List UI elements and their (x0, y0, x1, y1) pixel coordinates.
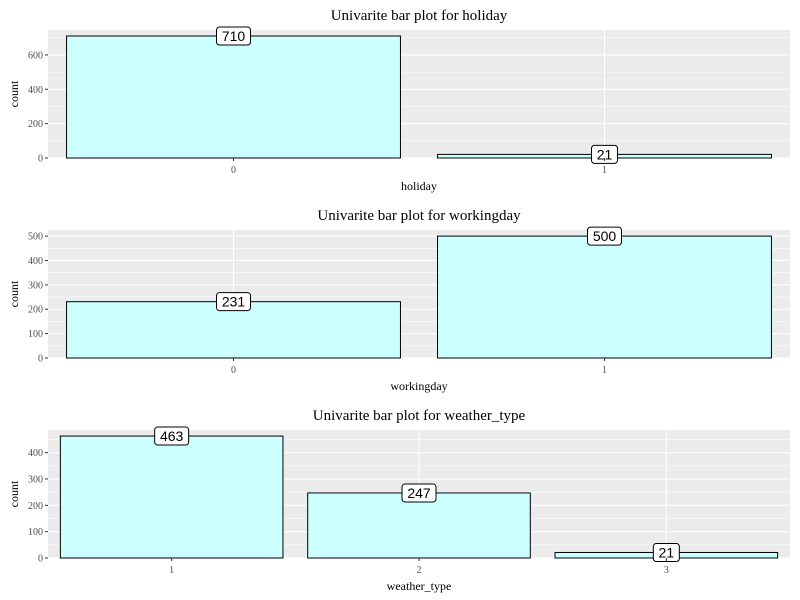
chart-panel-workingday: 231 500 0 100 200 300 400 500 0 1 Univarite bar pl… (0, 200, 800, 400)
bar-1 (437, 235, 772, 359)
data-label-1: 21 (591, 144, 618, 164)
bar-2 (307, 492, 531, 559)
y-tick-label: 400 (28, 256, 43, 267)
chart-title: Univarite bar plot for weather_type (313, 408, 526, 424)
y-axis-title: count (7, 480, 21, 507)
y-tick-label: 300 (28, 474, 43, 485)
data-label-1: 500 (587, 226, 622, 246)
y-tick-label: 0 (38, 554, 43, 565)
chart-svg: 231 500 0 100 200 300 400 500 0 1 Univarite bar pl… (7, 208, 790, 393)
x-tick-label: 0 (231, 165, 236, 176)
bar-1 (59, 435, 284, 559)
y-tick-label: 400 (28, 85, 43, 96)
x-tick-label: 0 (231, 365, 236, 376)
y-axis-title: count (7, 80, 21, 107)
chart-panel-weather-type: 463 247 21 0 100 200 300 400 1 2 3 Univarite bar pl… (0, 400, 800, 600)
chart-svg: 710 21 0 200 400 600 0 1 Univarite bar plot for … (7, 8, 790, 193)
y-tick-label: 300 (28, 280, 43, 291)
y-tick-label: 200 (28, 501, 43, 512)
x-axis-title: workingday (390, 379, 447, 393)
data-label-box (216, 292, 251, 312)
data-label-text: 500 (593, 228, 617, 244)
chart-title: Univarite bar plot for holiday (331, 8, 508, 24)
data-label-2: 247 (401, 483, 437, 503)
data-label-box (587, 226, 622, 246)
chart-svg: 463 247 21 0 100 200 300 400 1 2 3 Univarite bar pl… (7, 408, 790, 593)
data-label-text: 21 (597, 146, 613, 162)
y-tick-label: 100 (28, 329, 43, 340)
chart-panel-holiday: 710 21 0 200 400 600 0 1 Univarite bar plot for … (0, 0, 800, 200)
y-tick-label: 0 (38, 354, 43, 365)
y-tick-label: 500 (28, 232, 43, 243)
x-tick-label: 1 (602, 165, 607, 176)
x-tick-label: 3 (664, 565, 669, 576)
x-tick-label: 2 (417, 565, 422, 576)
y-axis-title: count (7, 280, 21, 307)
data-label-1: 463 (154, 426, 190, 446)
data-label-text: 710 (222, 28, 246, 44)
x-axis-title: holiday (401, 179, 437, 193)
chart-title: Univarite bar plot for workingday (317, 208, 521, 224)
data-label-0: 710 (216, 26, 251, 46)
data-label-0: 231 (216, 292, 251, 312)
x-tick-label: 1 (169, 565, 174, 576)
y-tick-label: 200 (28, 305, 43, 316)
data-label-text: 463 (160, 428, 184, 444)
data-label-text: 247 (407, 485, 431, 501)
x-axis-title: weather_type (387, 579, 452, 593)
data-label-box (216, 26, 251, 46)
y-tick-label: 600 (28, 50, 43, 61)
data-label-box (652, 542, 680, 562)
data-label-box (154, 426, 190, 446)
y-tick-label: 0 (38, 154, 43, 165)
bar-0 (66, 35, 401, 159)
data-label-text: 231 (222, 294, 246, 310)
data-label-box (401, 483, 437, 503)
data-label-3: 21 (652, 542, 680, 562)
y-tick-label: 400 (28, 448, 43, 459)
y-tick-label: 200 (28, 119, 43, 130)
x-tick-label: 1 (602, 365, 607, 376)
y-tick-label: 100 (28, 527, 43, 538)
data-label-box (591, 144, 618, 164)
data-label-text: 21 (659, 544, 675, 560)
